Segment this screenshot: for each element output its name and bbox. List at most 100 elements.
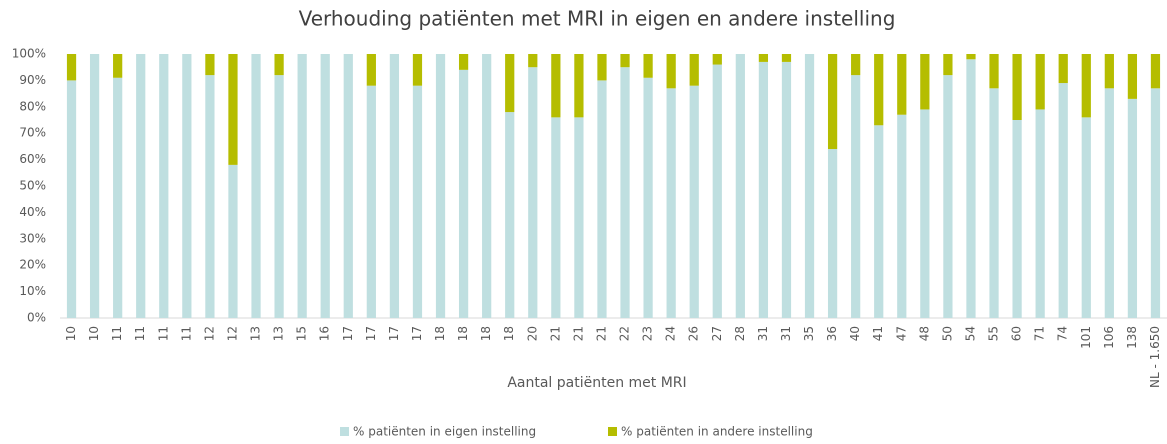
bar-segment	[366, 85, 376, 319]
bar-segment	[205, 54, 215, 76]
legend-label: % patiënten in andere instelling	[621, 425, 813, 439]
x-tick-label: 11	[110, 326, 124, 341]
bar-segment	[1150, 54, 1161, 89]
x-tick-label: 17	[341, 326, 355, 341]
bar-segment	[666, 54, 676, 89]
x-tick-label: 31	[779, 326, 793, 341]
bar-segment	[966, 59, 976, 318]
bar-segment	[412, 85, 423, 319]
x-tick-label: 17	[410, 326, 424, 341]
bar-segment	[159, 54, 169, 318]
bar-segment	[827, 54, 838, 150]
x-tick-label: 40	[848, 326, 862, 341]
y-tick-label: 50%	[19, 179, 46, 193]
y-tick-label: 0%	[27, 311, 46, 325]
bar-segment	[412, 54, 423, 86]
bar-segment	[113, 54, 123, 78]
bar-segment	[1035, 109, 1045, 318]
bar-segment	[989, 88, 999, 318]
x-tick-label: 18	[502, 326, 516, 341]
bar-segment	[1081, 54, 1091, 118]
x-tick-label: 101	[1079, 326, 1093, 349]
bar-segment	[712, 64, 722, 318]
bar-segment	[389, 54, 400, 318]
bar-segment	[643, 77, 653, 318]
x-tick-label: 13	[272, 326, 286, 341]
x-tick-label: 11	[179, 326, 193, 341]
bar-segment	[551, 54, 561, 118]
x-tick-label: 60	[1010, 326, 1024, 341]
y-tick-label: 40%	[19, 205, 46, 219]
y-tick-label: 70%	[19, 126, 46, 140]
x-tick-label: 17	[364, 326, 378, 341]
x-tick-label: 10	[64, 326, 78, 341]
x-tick-label: 15	[295, 326, 309, 341]
bar-segment	[458, 54, 469, 70]
bar-segment	[804, 54, 815, 318]
x-tick-label: 55	[987, 326, 1001, 341]
bar-segment	[551, 117, 561, 318]
bar-segment	[897, 54, 907, 115]
x-tick-label: 22	[618, 326, 632, 341]
bar-segment	[205, 75, 215, 319]
bar-segment	[66, 54, 77, 81]
x-tick-label: 11	[133, 326, 147, 341]
bar-segment	[1058, 83, 1068, 318]
bar-segment	[851, 75, 861, 319]
bar-segment	[251, 54, 261, 318]
x-tick-label: 48	[917, 326, 931, 341]
legend-swatch	[340, 427, 349, 436]
x-tick-label: 71	[1033, 326, 1047, 341]
bar-segment	[320, 54, 330, 318]
bar-segment	[943, 75, 953, 319]
bar-segment	[366, 54, 376, 86]
bar-segment	[758, 54, 769, 62]
x-tick-label: 13	[249, 326, 263, 341]
chart-title: Verhouding patiënten met MRI in eigen en…	[299, 7, 896, 31]
bar-segment	[528, 54, 538, 68]
bar-segment	[689, 85, 699, 319]
bar-segment	[689, 54, 699, 86]
x-tick-label: 74	[1056, 326, 1070, 341]
x-tick-label: 41	[871, 326, 885, 341]
x-tick-label: NL - 1.650	[1148, 326, 1162, 388]
bar-segment	[1104, 88, 1114, 318]
bar-segment	[1104, 54, 1114, 89]
x-tick-label: 31	[756, 326, 770, 341]
x-tick-label: 21	[548, 326, 562, 341]
y-tick-label: 30%	[19, 231, 46, 245]
x-tick-label: 18	[479, 326, 493, 341]
bar-segment	[574, 54, 584, 118]
bar-segment	[113, 77, 123, 318]
x-tick-label: 10	[87, 326, 101, 341]
bar-segment	[851, 54, 861, 76]
bar-segment	[758, 61, 769, 319]
x-tick-label: 20	[525, 326, 539, 341]
bar-segment	[274, 54, 284, 76]
x-tick-label: 54	[963, 326, 977, 341]
bar-segment	[343, 54, 353, 318]
bar-segment	[597, 54, 607, 81]
y-tick-label: 10%	[19, 284, 46, 298]
y-tick-label: 20%	[19, 258, 46, 272]
bar-segment	[574, 117, 584, 318]
bar-segment	[1012, 54, 1022, 120]
bar-segment	[505, 112, 515, 318]
bar-segment	[1150, 88, 1161, 318]
bar-segment	[182, 54, 192, 318]
x-tick-label: 17	[387, 326, 401, 341]
bar-segment	[620, 67, 630, 318]
x-tick-label: 23	[641, 326, 655, 341]
x-tick-label: 50	[940, 326, 954, 341]
bar-segment	[643, 54, 653, 78]
y-tick-label: 80%	[19, 99, 46, 113]
legend-label: % patiënten in eigen instelling	[353, 425, 536, 439]
bar-segment	[1127, 54, 1138, 99]
x-tick-label: 26	[687, 326, 701, 341]
bar-segment	[712, 54, 722, 65]
bar-segment	[505, 54, 515, 113]
bar-segment	[528, 67, 538, 318]
x-tick-label: 106	[1102, 326, 1116, 349]
x-tick-label: 11	[156, 326, 170, 341]
